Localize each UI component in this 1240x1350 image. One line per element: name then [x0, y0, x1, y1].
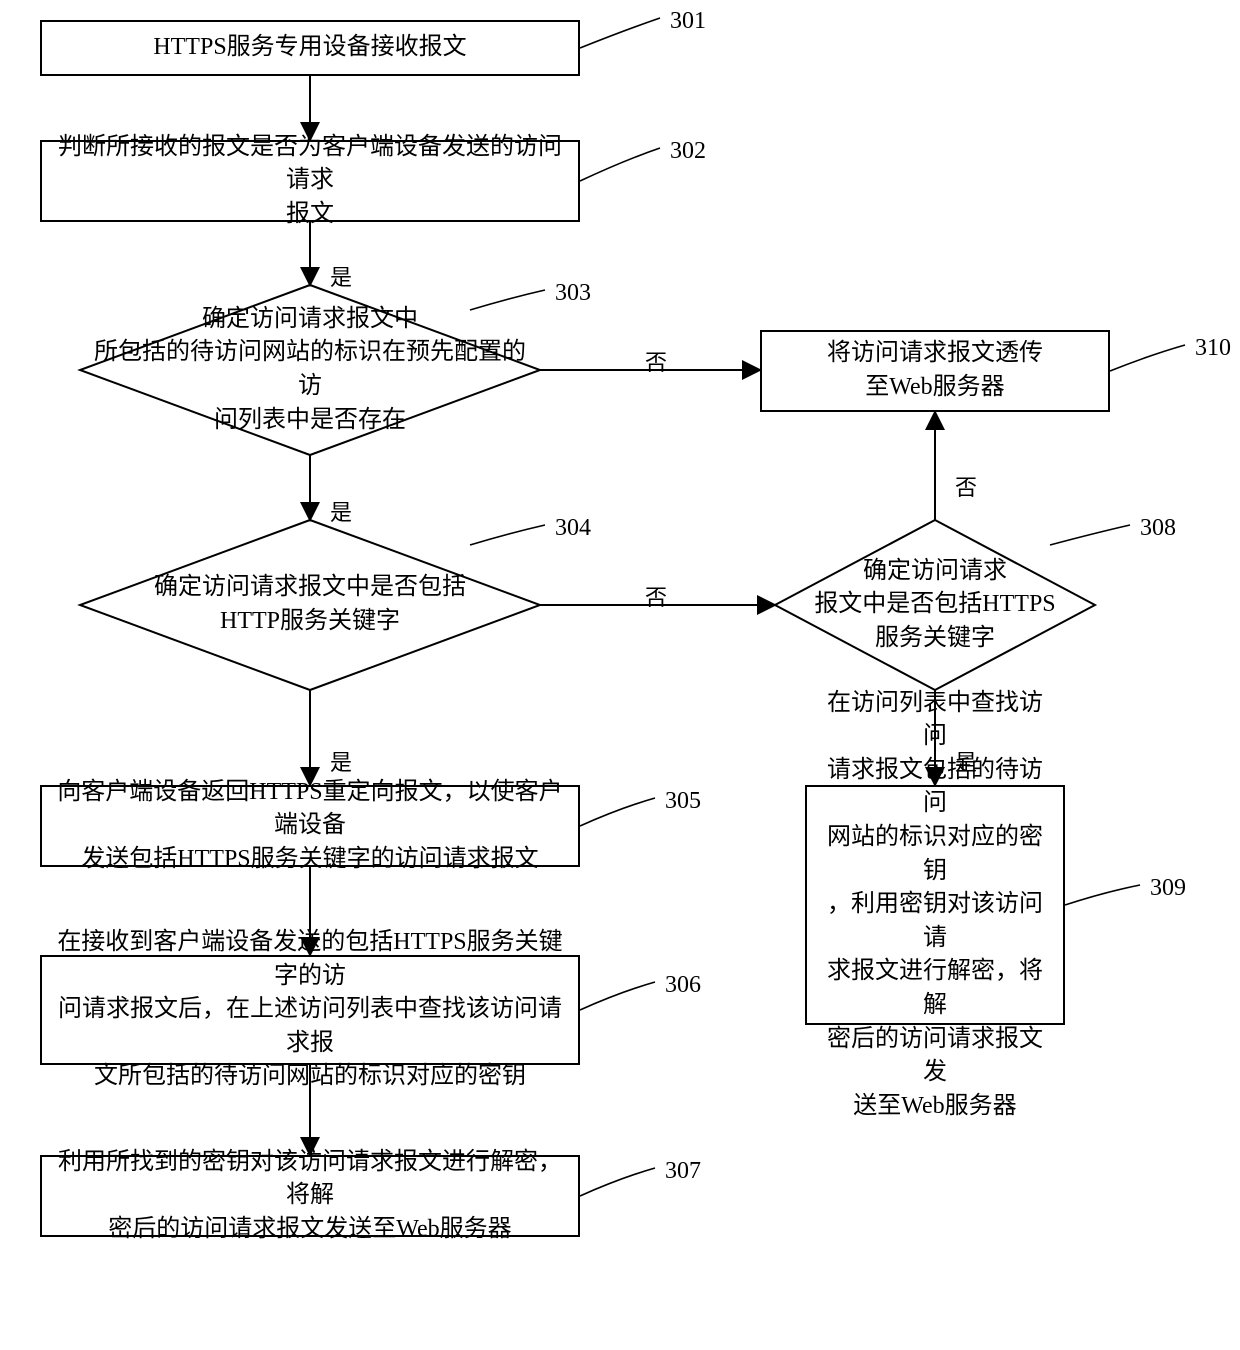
step-number: 305	[665, 788, 701, 815]
node-301: HTTPS服务专用设备接收报文	[40, 20, 580, 76]
node-302: 判断所接收的报文是否为客户端设备发送的访问请求报文	[40, 140, 580, 222]
node-text: 在接收到客户端设备发送的包括HTTPS服务关键字的访问请求报文后，在上述访问列表…	[56, 926, 564, 1094]
node-text: 确定访问请求报文中是否包括HTTP服务关键字	[144, 571, 476, 638]
edge-label-yes: 是	[955, 745, 977, 777]
node-308: 确定访问请求报文中是否包括HTTPS服务关键字	[775, 520, 1095, 690]
edge-label-no: 否	[645, 345, 667, 377]
node-text: 将访问请求报文透传至Web服务器	[827, 337, 1043, 404]
step-number: 301	[670, 8, 706, 35]
node-304: 确定访问请求报文中是否包括HTTP服务关键字	[80, 520, 540, 690]
node-text: 利用所找到的密钥对该访问请求报文进行解密，将解密后的访问请求报文发送至Web服务…	[56, 1146, 564, 1247]
node-text: 判断所接收的报文是否为客户端设备发送的访问请求报文	[56, 131, 564, 232]
edge-label-no: 否	[645, 580, 667, 612]
node-text: 确定访问请求报文中是否包括HTTPS服务关键字	[804, 555, 1065, 656]
node-307: 利用所找到的密钥对该访问请求报文进行解密，将解密后的访问请求报文发送至Web服务…	[40, 1155, 580, 1237]
node-303: 确定访问请求报文中所包括的待访问网站的标识在预先配置的访问列表中是否存在	[80, 285, 540, 455]
node-309: 在访问列表中查找访问请求报文包括的待访问网站的标识对应的密钥，利用密钥对该访问请…	[805, 785, 1065, 1025]
node-text: 确定访问请求报文中所包括的待访问网站的标识在预先配置的访问列表中是否存在	[80, 303, 540, 437]
edge-label-no: 否	[955, 470, 977, 502]
edge-label-yes: 是	[330, 495, 352, 527]
step-number: 302	[670, 138, 706, 165]
node-text: 向客户端设备返回HTTPS重定向报文，以使客户端设备发送包括HTTPS服务关键字…	[56, 776, 564, 877]
step-number: 303	[555, 280, 591, 307]
step-number: 309	[1150, 875, 1186, 902]
edge-label-yes: 是	[330, 260, 352, 292]
edge-label-yes: 是	[330, 745, 352, 777]
node-305: 向客户端设备返回HTTPS重定向报文，以使客户端设备发送包括HTTPS服务关键字…	[40, 785, 580, 867]
node-310: 将访问请求报文透传至Web服务器	[760, 330, 1110, 412]
flowchart-canvas: HTTPS服务专用设备接收报文判断所接收的报文是否为客户端设备发送的访问请求报文…	[0, 0, 1240, 1350]
step-number: 307	[665, 1158, 701, 1185]
step-number: 306	[665, 972, 701, 999]
step-number: 310	[1195, 335, 1231, 362]
node-text: HTTPS服务专用设备接收报文	[153, 31, 466, 65]
node-text: 在访问列表中查找访问请求报文包括的待访问网站的标识对应的密钥，利用密钥对该访问请…	[821, 687, 1049, 1124]
step-number: 308	[1140, 515, 1176, 542]
step-number: 304	[555, 515, 591, 542]
node-306: 在接收到客户端设备发送的包括HTTPS服务关键字的访问请求报文后，在上述访问列表…	[40, 955, 580, 1065]
